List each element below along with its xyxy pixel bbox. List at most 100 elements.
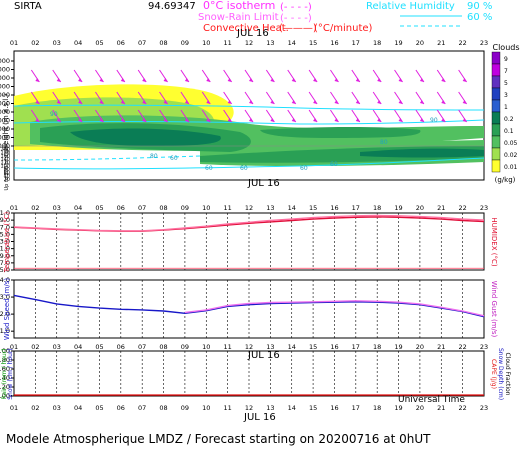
- wind-ylabel: Wind Speed (m/s): [3, 278, 11, 341]
- wind-arrowhead-8-0: [184, 78, 189, 82]
- wind-arrowhead-4-2: [99, 118, 104, 122]
- temperature_panel-ytick-label-0: 21.0: [0, 209, 10, 217]
- wind_panel-ytick-label-1: 3.0: [0, 293, 10, 301]
- temperature_panel-ytick-label-5: 11.0: [0, 245, 10, 253]
- wind-arrowhead-5-1: [120, 100, 125, 104]
- wind-arrowhead-2-0: [56, 78, 61, 82]
- temperature_panel-ytick-label-8: 5.0: [0, 266, 10, 274]
- temperature_panel-ytick-label-1: 19.0: [0, 216, 10, 224]
- cape-ylabel: CAPE (J/g): [490, 359, 497, 389]
- hour-label-t3-12: 13: [266, 343, 274, 351]
- hour-label-t3-5: 06: [117, 343, 125, 351]
- precip_panel-ytick-label-5: 0.00: [0, 392, 10, 400]
- hour-label-top-4: 05: [95, 39, 103, 47]
- temperature_panel-series-1: [13, 214, 485, 232]
- rh-line-lower: [13, 157, 485, 170]
- hour-label-bottom-13: 14: [288, 404, 296, 412]
- hour-label-bottom-21: 22: [458, 404, 466, 412]
- colorbar-swatch-0: [491, 51, 501, 65]
- hour-label-bottom-5: 06: [117, 404, 125, 412]
- hour-label-bottom-14: 15: [309, 404, 317, 412]
- colorbar-label-1: 7: [504, 68, 508, 75]
- colorbar-label-2: 5: [504, 80, 508, 87]
- hour-label-t2-18: 19: [394, 204, 402, 212]
- precip_panel-ytick-label-0: 1.00: [0, 347, 10, 355]
- hour-label-bottom-16: 17: [352, 404, 360, 412]
- hour-label-bottom-1: 02: [31, 404, 39, 412]
- hour-label-t2-14: 15: [309, 204, 317, 212]
- hour-label-t2-20: 21: [437, 204, 445, 212]
- rh-line-upper: [13, 104, 485, 111]
- colorbar-label-0: 9: [504, 56, 508, 63]
- wind-arrowhead-4-0: [99, 78, 104, 82]
- wind-arrowhead-9-1: [206, 100, 211, 104]
- colorbar-label-5: 0.2: [504, 116, 514, 123]
- hour-label-t3-8: 09: [181, 343, 189, 351]
- wind-arrowhead-15-1: [334, 100, 339, 104]
- hour-label-t3-14: 15: [309, 343, 317, 351]
- wind-arrowhead-8-2: [184, 118, 189, 122]
- cloud-ytick-label-0: 11000: [0, 57, 10, 65]
- wind_panel-ytick-label-2: 2.0: [0, 310, 10, 318]
- hour-label-bottom-22: 23: [480, 404, 488, 412]
- wind-arrowhead-21-0: [462, 78, 467, 82]
- wind-arrowhead-15-2: [334, 118, 339, 122]
- wind-arrowhead-19-0: [419, 78, 424, 82]
- precip_panel-ytick-label-2: 0.60: [0, 365, 10, 373]
- snow-ylabel: Snow (cm / hour): [7, 348, 14, 400]
- forecast-caption: Modele Atmospherique LMDZ / Forecast sta…: [6, 432, 431, 446]
- cloud-ytick-label-3: 8000: [0, 83, 10, 91]
- hour-label-bottom-15: 16: [330, 404, 338, 412]
- hour-label-t2-13: 14: [288, 204, 296, 212]
- colorbar-swatch-4: [491, 99, 501, 113]
- wind-arrowhead-7-2: [163, 118, 168, 122]
- universal-time-label: Universal Time: [398, 395, 465, 405]
- wind_panel-ytick-label-0: 4.0: [0, 276, 10, 284]
- hour-label-t3-9: 10: [202, 343, 210, 351]
- cloud-ytick-low-label-4: 120: [0, 160, 10, 166]
- hour-label-bottom-0: 01: [10, 404, 18, 412]
- cloud-ytick-low-label-7: 60: [4, 170, 10, 176]
- hour-label-t2-6: 07: [138, 204, 146, 212]
- temperature_panel-ytick-label-3: 15.0: [0, 230, 10, 238]
- hour-label-t2-17: 18: [373, 204, 381, 212]
- isotherm-label-8: 90: [430, 117, 438, 124]
- isotherm-label-2: 60: [170, 155, 178, 162]
- legend-convective-style: (———): [279, 23, 317, 34]
- colorbar-swatch-1: [491, 63, 501, 77]
- hour-label-t2-12: 13: [266, 204, 274, 212]
- isotherm-label-5: 60: [300, 165, 308, 172]
- hour-label-bottom-10: 11: [223, 404, 231, 412]
- wind-arrowhead-20-2: [441, 118, 446, 122]
- wind-arrowhead-13-2: [291, 118, 296, 122]
- hour-label-top-0: 01: [10, 39, 18, 47]
- wind-arrowhead-9-2: [206, 118, 211, 122]
- wind-arrowhead-16-2: [355, 118, 360, 122]
- wind-arrowhead-10-2: [227, 118, 232, 122]
- cloud-ytick-low-label-8: 40: [4, 174, 10, 180]
- hour-label-t2-21: 22: [458, 204, 466, 212]
- hour-label-t3-11: 12: [245, 343, 253, 351]
- hour-label-top-11: 12: [245, 39, 253, 47]
- legend-isotherm: 0°C isotherm: [203, 0, 275, 12]
- wind-arrowhead-5-0: [120, 78, 125, 82]
- colorbar-swatch-7: [491, 135, 501, 149]
- cloud-ytick-low-label-6: 80: [4, 167, 10, 173]
- wind-arrowhead-16-1: [355, 100, 360, 104]
- cloud-fraction-ylabel: Cloud Fraction: [504, 353, 511, 396]
- hour-label-top-8: 09: [181, 39, 189, 47]
- hour-label-t2-16: 17: [352, 204, 360, 212]
- hour-label-bottom-4: 05: [95, 404, 103, 412]
- hour-label-t2-5: 06: [117, 204, 125, 212]
- isotherm-label-7: 80: [380, 139, 388, 146]
- hour-label-t3-15: 16: [330, 343, 338, 351]
- wind-arrowhead-10-1: [227, 100, 232, 104]
- cloud-ytick-label-5: 6000: [0, 100, 10, 108]
- hour-label-top-21: 22: [458, 39, 466, 47]
- hour-label-top-9: 10: [202, 39, 210, 47]
- wind-arrowhead-13-0: [291, 78, 296, 82]
- colorbar-swatch-9: [491, 159, 501, 173]
- gust-ylabel: Wind Gust (m/s): [490, 281, 498, 338]
- wind-arrowhead-3-2: [78, 118, 83, 122]
